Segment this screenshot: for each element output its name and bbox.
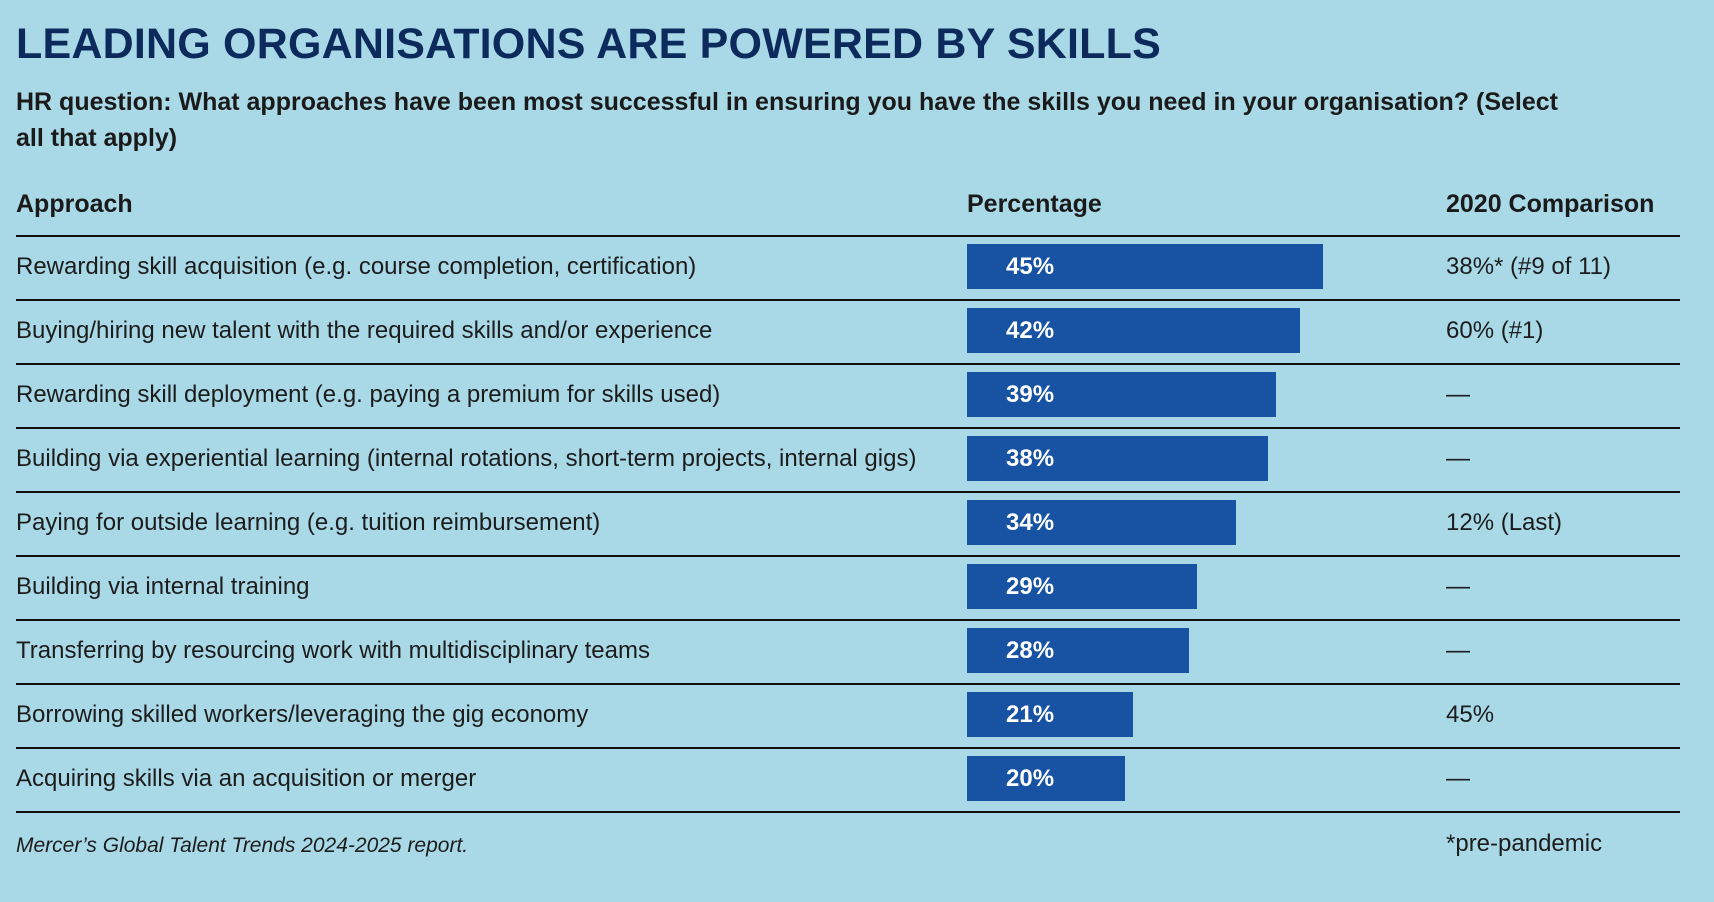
comparison-2020-value: 45% [1446, 701, 1495, 728]
percentage-value-label: 45% [1006, 253, 1055, 280]
comparison-2020-value: 38%* (#9 of 11) [1446, 253, 1611, 280]
percentage-value-label: 20% [1006, 765, 1055, 792]
percentage-bar [967, 628, 1189, 673]
table-row: Borrowing skilled workers/leveraging the… [0, 683, 1714, 747]
table-rule [16, 299, 1680, 301]
approach-label: Acquiring skills via an acquisition or m… [16, 765, 477, 792]
table-row: Rewarding skill deployment (e.g. paying … [0, 363, 1714, 427]
percentage-value-label: 34% [1006, 509, 1055, 536]
table-row: Building via internal training 29% — [0, 555, 1714, 619]
table-rule [16, 427, 1680, 429]
percentage-value-label: 21% [1006, 701, 1055, 728]
percentage-bar [967, 692, 1133, 737]
table-row: Rewarding skill acquisition (e.g. course… [0, 235, 1714, 299]
table-row: Building via experiential learning (inte… [0, 427, 1714, 491]
table-rule [16, 811, 1680, 813]
table-row: Acquiring skills via an acquisition or m… [0, 747, 1714, 811]
chart-subtitle: HR question: What approaches have been m… [16, 88, 1559, 152]
approach-label: Buying/hiring new talent with the requir… [16, 317, 713, 344]
approach-label: Transferring by resourcing work with mul… [16, 637, 650, 664]
percentage-bar [967, 244, 1323, 289]
percentage-value-label: 38% [1006, 445, 1055, 472]
approach-label: Building via experiential learning (inte… [16, 445, 917, 472]
table-rule [16, 491, 1680, 493]
comparison-2020-value: — [1446, 637, 1470, 664]
percentage-bar [967, 308, 1300, 353]
table-rule [16, 555, 1680, 557]
table-rule [16, 747, 1680, 749]
approach-label: Rewarding skill acquisition (e.g. course… [16, 253, 697, 280]
column-header-percentage: Percentage [967, 190, 1102, 218]
percentage-bar [967, 756, 1125, 801]
percentage-bar [967, 564, 1197, 609]
approach-label: Building via internal training [16, 573, 310, 600]
approach-label: Borrowing skilled workers/leveraging the… [16, 701, 589, 728]
table-row: Paying for outside learning (e.g. tuitio… [0, 491, 1714, 555]
column-header-comparison: 2020 Comparison [1446, 190, 1655, 218]
comparison-2020-value: 12% (Last) [1446, 509, 1563, 536]
percentage-bar [967, 436, 1268, 481]
percentage-value-label: 29% [1006, 573, 1055, 600]
source-note: Mercer’s Global Talent Trends 2024-2025 … [16, 834, 469, 857]
comparison-2020-value: — [1446, 445, 1470, 472]
percentage-bar [967, 500, 1236, 545]
comparison-2020-value: — [1446, 381, 1470, 408]
table-rule [16, 619, 1680, 621]
approach-label: Rewarding skill deployment (e.g. paying … [16, 381, 721, 408]
table-row: Transferring by resourcing work with mul… [0, 619, 1714, 683]
comparison-2020-value: — [1446, 573, 1470, 600]
table-rule-top [16, 235, 1680, 237]
percentage-value-label: 28% [1006, 637, 1055, 664]
table-rule [16, 683, 1680, 685]
percentage-value-label: 39% [1006, 381, 1055, 408]
column-header-approach: Approach [16, 190, 133, 218]
table-rule [16, 363, 1680, 365]
comparison-2020-value: 60% (#1) [1446, 317, 1544, 344]
approach-label: Paying for outside learning (e.g. tuitio… [16, 509, 601, 536]
comparison-2020-value: — [1446, 765, 1470, 792]
percentage-bar [967, 372, 1276, 417]
chart-title: LEADING ORGANISATIONS ARE POWERED BY SKI… [16, 20, 1161, 68]
footnote: *pre-pandemic [1446, 830, 1603, 857]
percentage-value-label: 42% [1006, 317, 1055, 344]
table-row: Buying/hiring new talent with the requir… [0, 299, 1714, 363]
